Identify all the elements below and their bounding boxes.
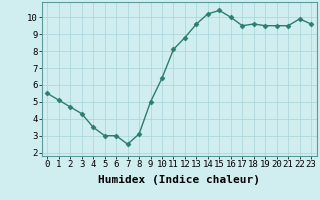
X-axis label: Humidex (Indice chaleur): Humidex (Indice chaleur) — [98, 175, 260, 185]
